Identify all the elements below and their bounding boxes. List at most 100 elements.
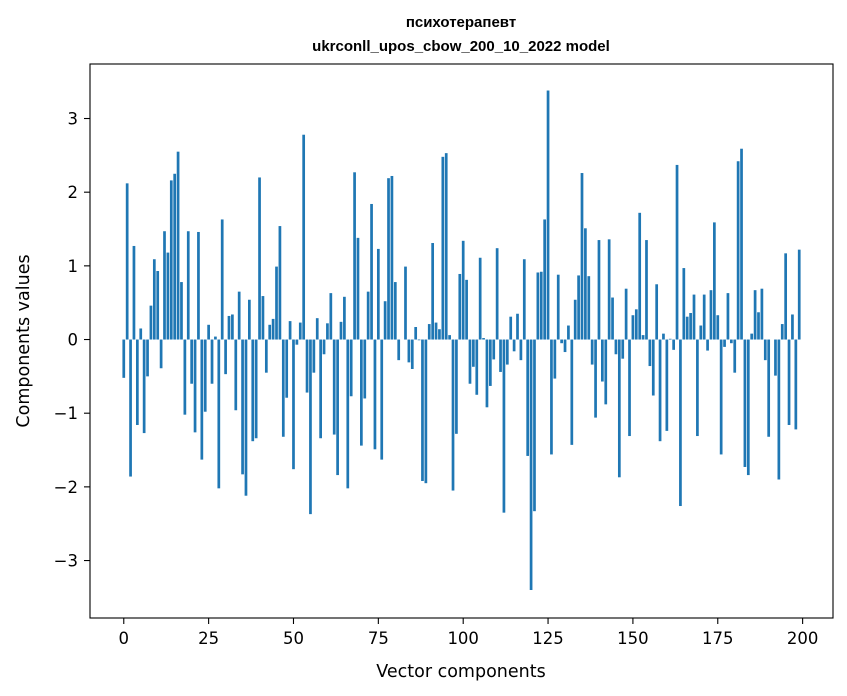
bar bbox=[587, 276, 591, 340]
x-tick-label: 50 bbox=[283, 629, 304, 648]
bar bbox=[777, 339, 781, 480]
bar bbox=[404, 266, 407, 340]
bar bbox=[254, 339, 258, 439]
bar bbox=[373, 339, 377, 450]
bar bbox=[393, 282, 397, 340]
bar bbox=[312, 339, 316, 373]
bar bbox=[563, 339, 567, 353]
bar bbox=[624, 288, 628, 340]
y-tick-label: −3 bbox=[54, 552, 78, 571]
bar bbox=[567, 325, 570, 340]
bar bbox=[594, 339, 597, 418]
bar bbox=[472, 339, 475, 367]
bar bbox=[244, 339, 248, 496]
bar bbox=[343, 296, 346, 340]
bar bbox=[285, 339, 289, 398]
bar bbox=[675, 164, 679, 340]
bar bbox=[129, 339, 132, 477]
bar bbox=[668, 338, 672, 340]
bar bbox=[278, 226, 282, 340]
bar bbox=[271, 318, 275, 340]
bar bbox=[220, 219, 224, 340]
bar bbox=[288, 321, 292, 340]
bar bbox=[434, 322, 438, 340]
bar bbox=[421, 339, 424, 481]
bar bbox=[797, 249, 801, 340]
bar bbox=[152, 259, 156, 340]
bar bbox=[685, 316, 689, 340]
bar bbox=[214, 336, 217, 340]
bar bbox=[791, 314, 794, 340]
bar bbox=[231, 314, 234, 340]
bar bbox=[455, 339, 458, 434]
bar bbox=[760, 288, 764, 340]
bar bbox=[590, 339, 594, 365]
bar bbox=[203, 339, 207, 412]
x-tick-label: 75 bbox=[368, 629, 389, 648]
bar bbox=[526, 339, 530, 456]
bar bbox=[309, 339, 312, 515]
bar bbox=[387, 178, 390, 340]
bar bbox=[458, 273, 462, 340]
bar bbox=[376, 248, 380, 340]
bar bbox=[135, 339, 139, 425]
bar bbox=[780, 324, 784, 340]
bar bbox=[200, 339, 204, 460]
bar bbox=[156, 271, 160, 340]
bar bbox=[502, 339, 506, 513]
x-tick-label: 175 bbox=[702, 629, 734, 648]
bar bbox=[645, 240, 648, 340]
bar bbox=[234, 339, 238, 411]
bar bbox=[298, 322, 302, 340]
bar bbox=[763, 339, 767, 361]
bar bbox=[427, 324, 431, 340]
bar bbox=[407, 339, 411, 363]
bar bbox=[353, 172, 356, 340]
bar bbox=[390, 175, 394, 340]
bar bbox=[380, 339, 384, 460]
bar bbox=[336, 339, 339, 476]
bar bbox=[292, 339, 295, 470]
bar bbox=[634, 309, 638, 340]
x-tick-label: 150 bbox=[617, 629, 649, 648]
bar bbox=[186, 231, 190, 340]
bar bbox=[665, 339, 669, 431]
y-tick-label: 2 bbox=[68, 183, 79, 202]
bar bbox=[448, 335, 451, 340]
bar bbox=[251, 339, 255, 442]
bar bbox=[492, 339, 496, 360]
bar bbox=[264, 339, 268, 373]
bar bbox=[424, 339, 428, 484]
bar bbox=[719, 339, 723, 455]
bar bbox=[787, 339, 791, 425]
bar bbox=[550, 339, 553, 455]
x-tick-label: 200 bbox=[787, 629, 819, 648]
bar bbox=[658, 339, 662, 442]
bar bbox=[322, 339, 326, 355]
bar bbox=[478, 257, 482, 340]
bar bbox=[237, 291, 241, 340]
bar bbox=[689, 313, 692, 340]
bar bbox=[122, 339, 126, 378]
bar bbox=[784, 253, 788, 340]
bar bbox=[258, 177, 261, 340]
bar bbox=[726, 293, 730, 340]
bar bbox=[302, 134, 306, 340]
bar bbox=[197, 231, 200, 340]
bar bbox=[495, 248, 499, 340]
bar bbox=[604, 339, 608, 405]
bar bbox=[682, 268, 686, 340]
bar bbox=[614, 339, 618, 355]
bar bbox=[638, 212, 642, 340]
bar bbox=[281, 339, 285, 437]
bar bbox=[241, 339, 244, 475]
bar bbox=[651, 339, 655, 396]
bar bbox=[461, 240, 465, 340]
bar bbox=[166, 252, 170, 340]
bar bbox=[499, 339, 502, 372]
bar bbox=[366, 291, 370, 340]
bar bbox=[706, 339, 709, 351]
bar bbox=[163, 231, 166, 340]
y-tick-label: −1 bbox=[54, 404, 78, 423]
y-axis: −3 −2 −1 0 1 2 3 bbox=[54, 110, 90, 571]
